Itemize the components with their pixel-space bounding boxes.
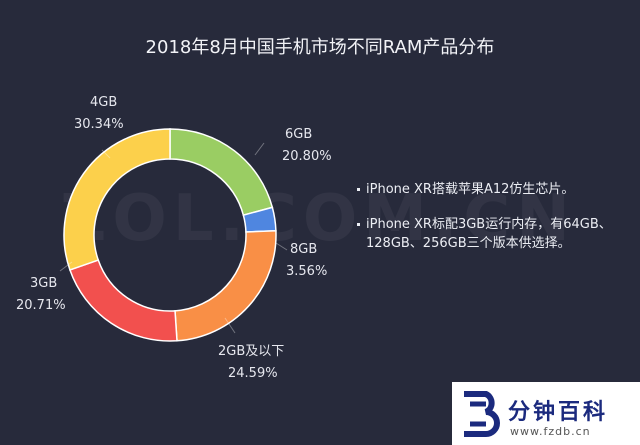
slice-percent: 3.56% [286, 264, 328, 279]
slice-label-8gb: 8GB 3.56% [286, 239, 327, 283]
watermark: ZOL.COM.CN [60, 182, 576, 256]
slice-label-6gb: 6GB 20.80% [282, 124, 332, 168]
donut-slice-2gb [174, 229, 277, 342]
slice-name: 4GB [90, 95, 118, 110]
chart-title: 2018年8月中国手机市场不同RAM产品分布 [145, 37, 495, 58]
logo-mark [464, 391, 500, 437]
slice-name: 3GB [30, 276, 58, 291]
leader-line [101, 149, 111, 159]
leader-line [224, 317, 236, 334]
logo-name: 分钟百科 [508, 400, 609, 425]
logo-url: www.fzdb.cn [510, 425, 591, 438]
slice-percent: 24.59% [228, 366, 278, 381]
leader-line [254, 142, 265, 156]
slice-label-4gb: 4GB 30.34% [74, 92, 124, 136]
slice-percent: 20.80% [282, 149, 332, 164]
note-item: iPhone XR搭载苹果A12仿生芯片。 [357, 180, 632, 199]
logo-badge [452, 382, 640, 445]
leader-line [59, 261, 73, 272]
notes-list: iPhone XR搭载苹果A12仿生芯片。 iPhone XR标配3GB运行内存… [357, 180, 632, 269]
note-item: iPhone XR标配3GB运行内存，有64GB、128GB、256GB三个版本… [357, 215, 632, 253]
donut-slice-4gb [63, 128, 171, 271]
slice-name: 6GB [285, 127, 313, 142]
donut-slice-3gb [68, 259, 178, 342]
donut-slice-6gb [169, 128, 274, 217]
slice-label-2gb: 2GB及以下 24.59% [218, 341, 284, 385]
slice-percent: 20.71% [16, 298, 66, 313]
slice-percent: 30.34% [74, 117, 124, 132]
slice-name: 2GB及以下 [218, 344, 285, 359]
leader-line [275, 242, 288, 251]
slice-label-3gb: 3GB 20.71% [16, 273, 66, 317]
slice-name: 8GB [290, 242, 318, 257]
